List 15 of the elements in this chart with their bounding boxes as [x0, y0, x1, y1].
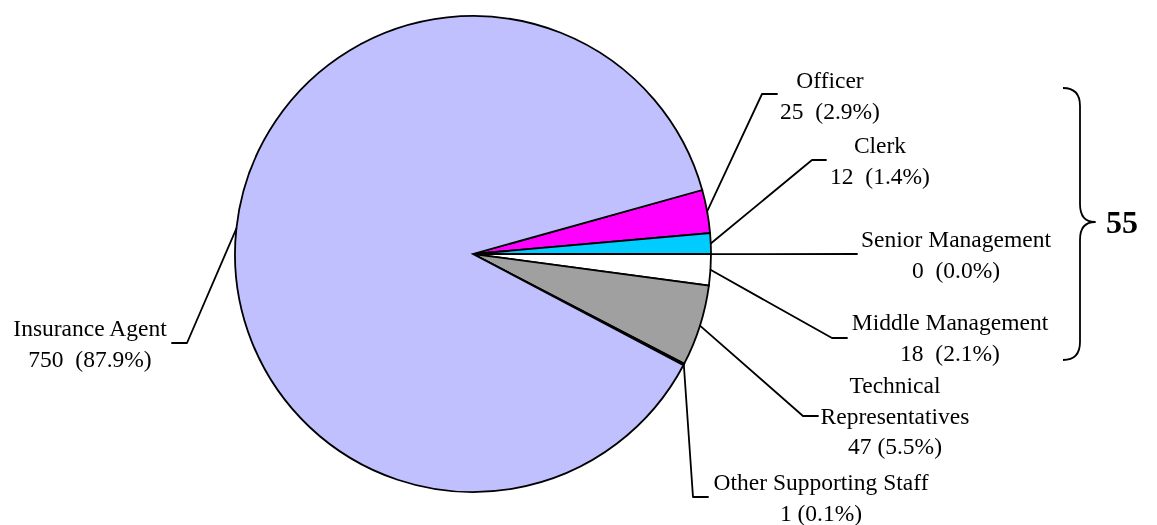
data-label: 18 (2.1%): [900, 339, 1000, 366]
slice-label: Technical Representatives: [820, 372, 970, 429]
data-label: 1 (0.1%): [779, 499, 863, 525]
text: 0 (0.0%): [911, 256, 1001, 283]
slice-label: Clerk: [853, 132, 907, 158]
slice-label: Middle Management: [851, 309, 1049, 335]
text: 55: [1106, 204, 1138, 240]
category-label: Senior Management: [861, 226, 1051, 252]
data-label: 25 (2.9%): [780, 97, 880, 124]
slice-label: Officer: [796, 67, 864, 93]
data-label: 12 (1.4%): [830, 162, 930, 189]
slice-label: Insurance Agent: [13, 315, 168, 341]
data-label: 750 (87.9%): [28, 345, 152, 372]
data-label: 47 (5.5%): [848, 433, 942, 459]
slice-label: Other Supporting Staff: [713, 469, 929, 495]
